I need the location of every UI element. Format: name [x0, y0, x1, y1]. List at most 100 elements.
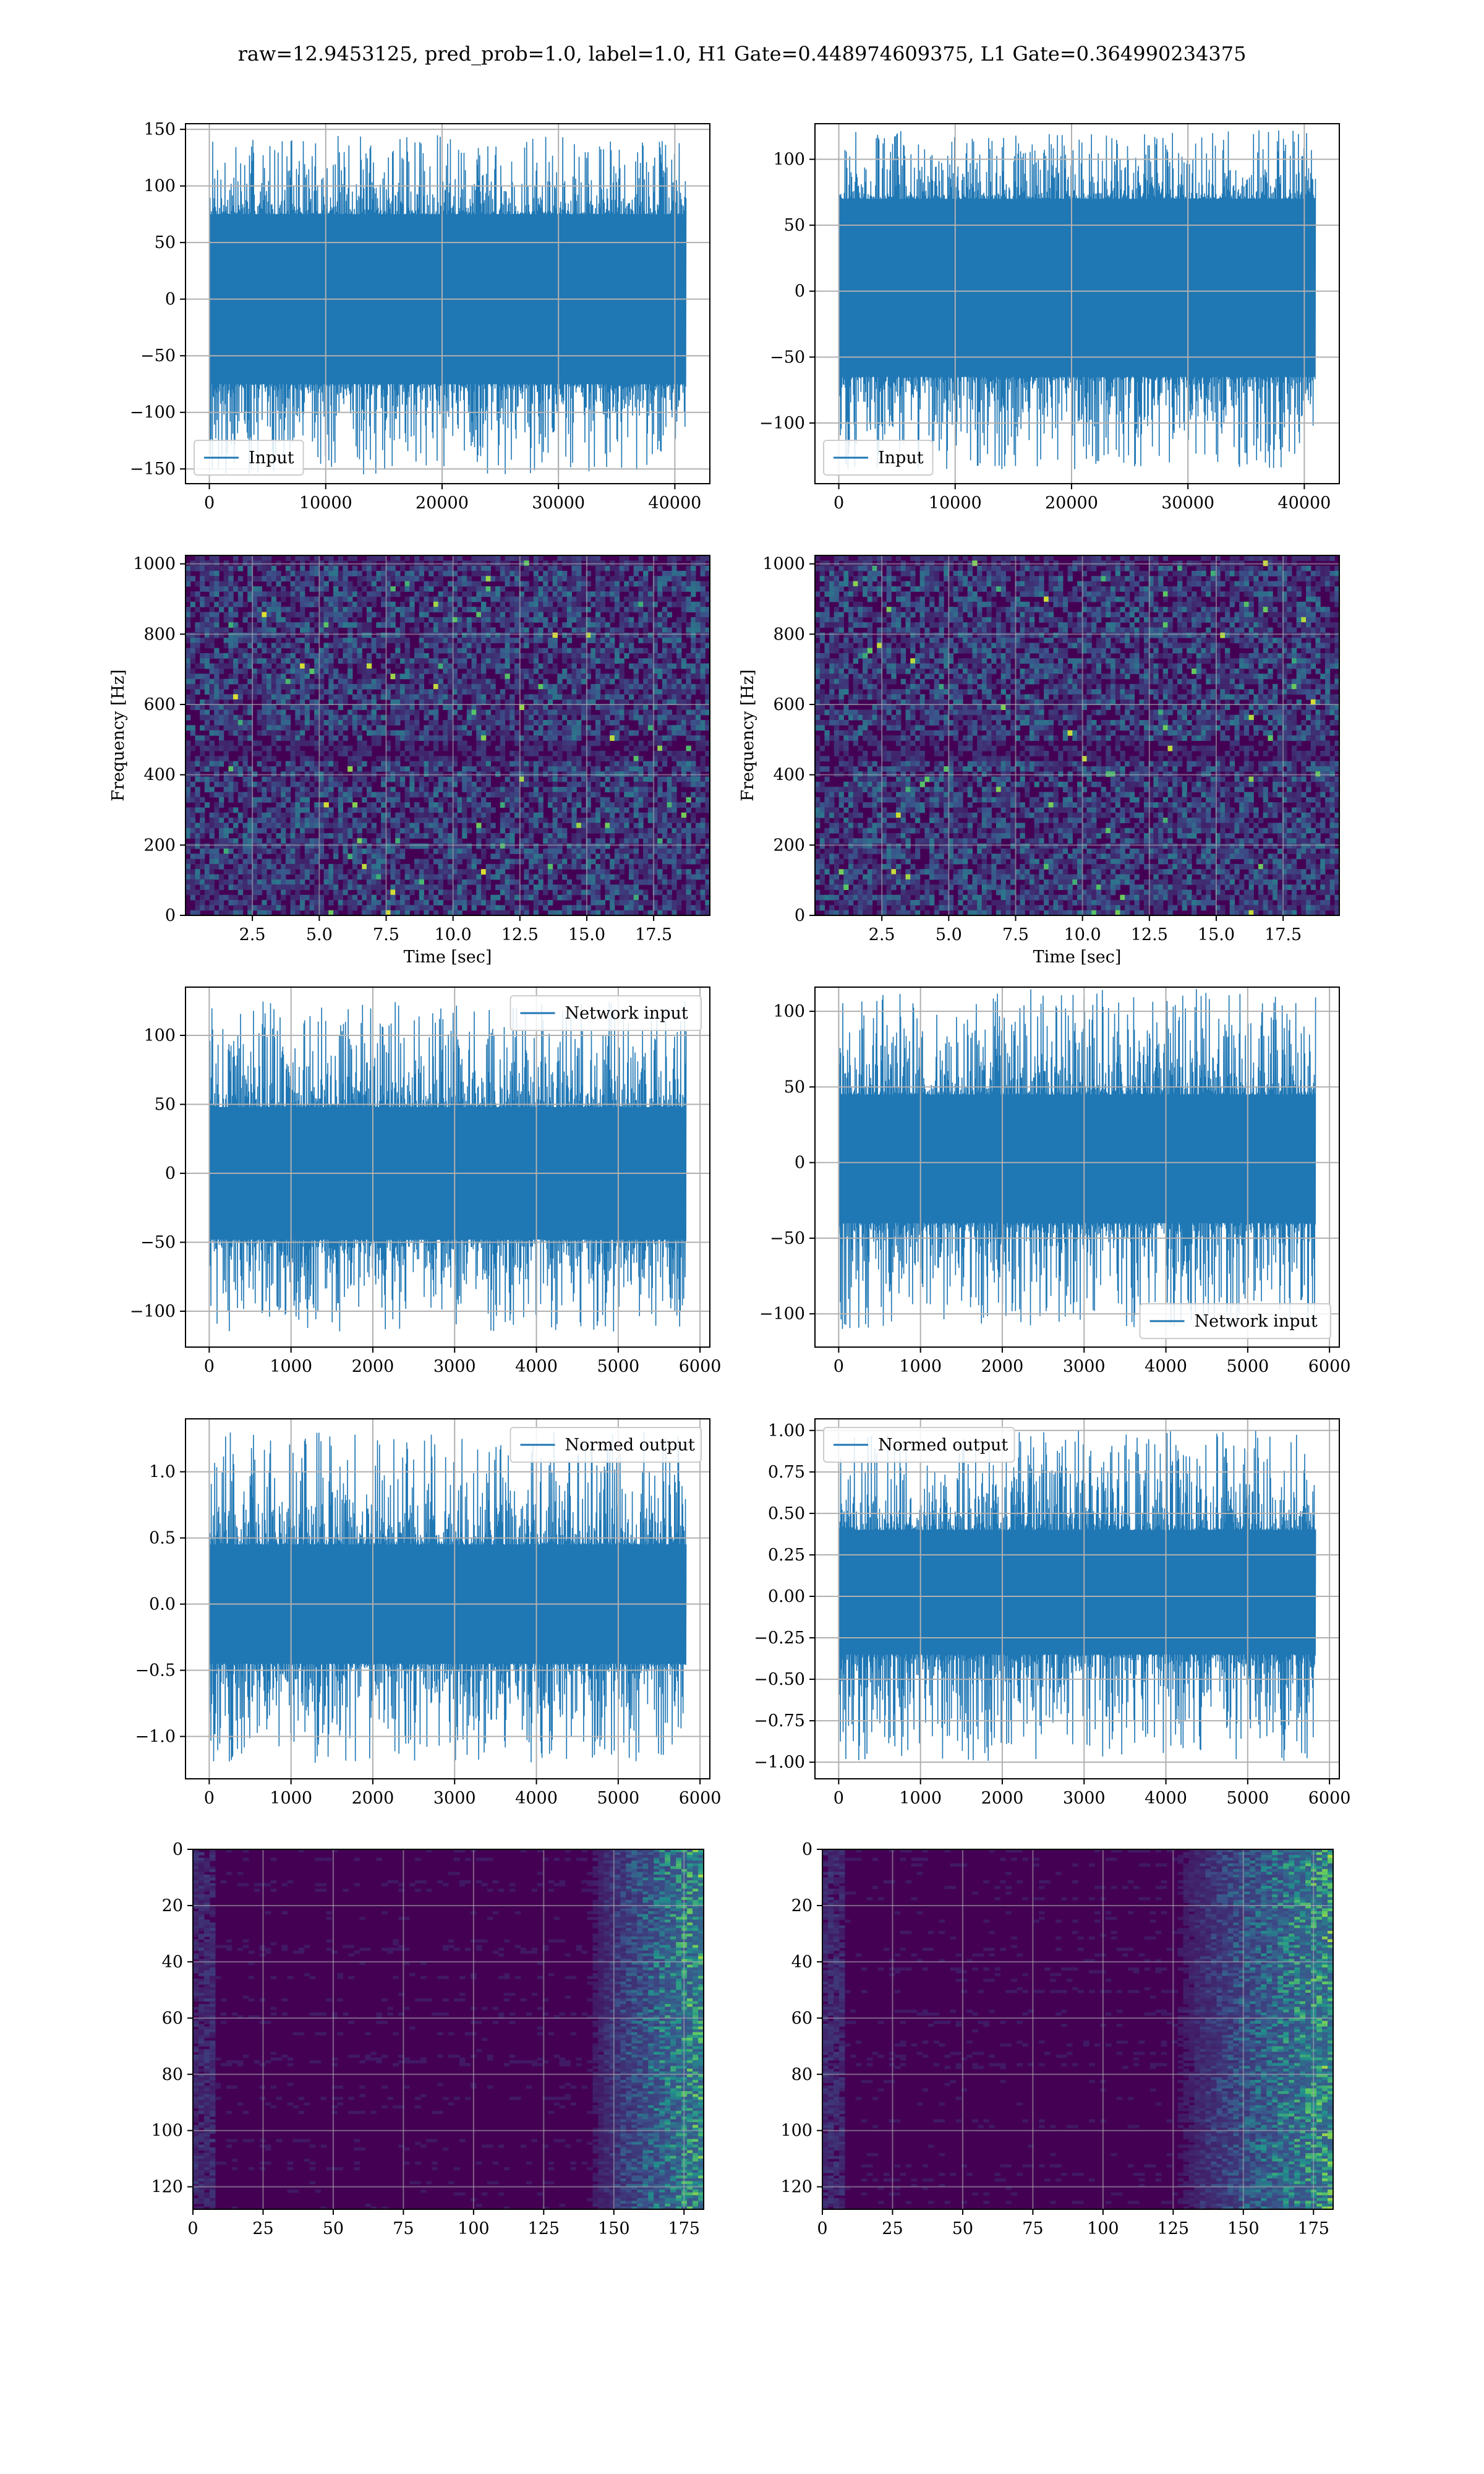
h1-feature-map-plot-area — [193, 1849, 704, 2209]
l1-normed-output-ytick-label: −0.25 — [754, 1629, 805, 1648]
l1-normed-output-plot-area — [838, 1430, 1316, 1761]
l1-spectrogram-xtick-label: 15.0 — [1198, 925, 1235, 944]
l1-feature-map-xtick-label: 75 — [1022, 2219, 1043, 2238]
h1-network-input-frame — [185, 987, 710, 1348]
l1-spectrogram-xtick-label: 7.5 — [1002, 925, 1029, 944]
h1-normed-output-legend-box — [510, 1427, 702, 1463]
h1-feature-map-xtick-label: 150 — [598, 2219, 630, 2238]
h1-feature-map-ytick-label: 20 — [162, 1896, 183, 1915]
h1-input-ytick-label: −50 — [140, 346, 176, 366]
l1-network-input-xtick-label: 5000 — [1226, 1357, 1269, 1376]
l1-spectrogram-ytick-label: 800 — [773, 625, 805, 644]
h1-input-grid — [186, 124, 710, 484]
l1-feature-map-xtick-label: 150 — [1227, 2219, 1260, 2238]
h1-normed-output-ytick-label: −1.0 — [135, 1727, 176, 1747]
l1-network-input-xtick-label: 3000 — [1063, 1357, 1106, 1376]
h1-normed-output-series-line — [208, 1432, 687, 1763]
l1-network-input-ytick-label: −100 — [759, 1304, 805, 1324]
l1-normed-output-ytick-label: 1.00 — [768, 1421, 805, 1440]
h1-network-input-ytick-label: −50 — [140, 1233, 176, 1252]
l1-normed-output-xtick-label: 5000 — [1226, 1789, 1269, 1808]
h1-network-input-legend-label: Network input — [565, 1004, 688, 1023]
h1-input-xtick-label: 20000 — [416, 494, 469, 513]
h1-spectrogram-chart: 2.5 5.0 7.5 10.0 12.5 15.0 17.5 0 200 400 600 800 10… — [109, 555, 710, 967]
h1-feature-map-frame — [192, 1849, 704, 2210]
h1-input-frame — [185, 123, 710, 484]
h1-normed-output-xtick-label: 6000 — [679, 1789, 722, 1808]
l1-network-input-xtick-label: 1000 — [899, 1357, 942, 1376]
h1-spectrogram-xtick-label: 12.5 — [501, 925, 539, 944]
l1-network-input-series-line — [838, 989, 1316, 1329]
h1-normed-output-xtick-label: 5000 — [597, 1789, 639, 1808]
l1-normed-output-xtick-label: 0 — [834, 1789, 844, 1808]
l1-network-input-frame — [814, 987, 1340, 1348]
l1-normed-output-grid — [815, 1419, 1339, 1779]
h1-spectrogram-xtick-label: 10.0 — [435, 925, 472, 944]
l1-feature-map-ytick-label: 120 — [780, 2178, 812, 2197]
h1-feature-map-ytick-label: 0 — [173, 1840, 183, 1859]
h1-normed-output-xtick-label: 1000 — [270, 1789, 312, 1808]
h1-feature-map-xtick-label: 175 — [668, 2219, 700, 2238]
h1-network-input-ytick-label: −100 — [130, 1302, 176, 1321]
l1-spectrogram-ytick-label: 600 — [773, 695, 805, 714]
l1-network-input-xtick-label: 0 — [834, 1357, 844, 1376]
h1-spectrogram-frame — [185, 555, 710, 916]
l1-normed-output-ytick-label: −0.75 — [754, 1711, 805, 1731]
l1-input-xtick-label: 40000 — [1277, 494, 1331, 513]
h1-feature-map-ytick-label: 40 — [162, 1953, 183, 1972]
h1-normed-output-legend-label: Normed output — [565, 1436, 695, 1455]
h1-spectrogram-xtick-label: 7.5 — [373, 925, 399, 944]
l1-normed-output-xtick-label: 4000 — [1145, 1789, 1187, 1808]
h1-spectrogram-xtick-label: 2.5 — [239, 925, 266, 944]
h1-feature-map-grid — [192, 1849, 704, 2209]
h1-input-legend: Input — [194, 440, 304, 476]
l1-spectrogram-plot-area — [815, 555, 1339, 915]
l1-network-input-xtick-label: 4000 — [1145, 1357, 1187, 1376]
h1-feature-map-xtick-label: 100 — [458, 2219, 490, 2238]
l1-input-chart: 0 10000 20000 30000 40000 −100 −50 0 50 100 Input — [759, 123, 1340, 513]
l1-input-legend: Input — [823, 440, 934, 476]
l1-normed-output-legend-box — [823, 1427, 1015, 1463]
l1-feature-map-ytick-label: 80 — [791, 2065, 812, 2084]
h1-feature-map-xtick-label: 50 — [323, 2219, 344, 2238]
l1-network-input-ytick-label: −50 — [770, 1229, 805, 1248]
h1-network-input-xtick-label: 1000 — [270, 1357, 312, 1376]
h1-feature-map-xtick-label: 0 — [187, 2219, 198, 2238]
h1-feature-map-ytick-label: 100 — [151, 2121, 183, 2141]
l1-spectrogram-chart: 2.5 5.0 7.5 10.0 12.5 15.0 17.5 0 200 400 600 800 10… — [738, 555, 1340, 967]
l1-feature-map-xtick-label: 125 — [1158, 2219, 1190, 2238]
h1-input-series-line — [208, 135, 687, 474]
h1-input-chart: 0 10000 20000 30000 40000 −150 −100 −50 0 50 100 15… — [130, 120, 710, 513]
h1-normed-output-xtick-label: 0 — [204, 1789, 215, 1808]
l1-input-legend-box — [823, 440, 934, 476]
h1-spectrogram-ytick-label: 0 — [165, 906, 176, 925]
h1-spectrogram-xlabel: Time [sec] — [404, 948, 492, 967]
l1-feature-map-ytick-label: 60 — [791, 2009, 812, 2028]
h1-network-input-ytick-label: 100 — [143, 1026, 176, 1045]
l1-normed-output-ytick-label: 0.00 — [768, 1587, 805, 1606]
h1-network-input-xtick-label: 3000 — [433, 1357, 476, 1376]
h1-feature-map-ytick-label: 60 — [162, 2009, 183, 2028]
h1-network-input-xtick-label: 5000 — [597, 1357, 639, 1376]
l1-spectrogram-xtick-label: 12.5 — [1131, 925, 1168, 944]
l1-feature-map-chart: 0 25 50 75 100 125 150 175 0 20 40 60 80 100 120 — [780, 1840, 1334, 2238]
l1-network-input-plot-area — [838, 989, 1316, 1329]
l1-network-input-chart: 0 1000 2000 3000 4000 5000 6000 −100 −50 0 50 100 Ne… — [759, 987, 1350, 1376]
l1-normed-output-legend: Normed output — [823, 1427, 1015, 1463]
l1-network-input-ytick-label: 0 — [795, 1154, 805, 1173]
h1-spectrogram-ylabel: Frequency [Hz] — [109, 669, 128, 801]
l1-feature-map-ytick-label: 100 — [780, 2121, 812, 2141]
h1-normed-output-xtick-label: 2000 — [352, 1789, 394, 1808]
h1-feature-map-ytick-label: 120 — [151, 2178, 183, 2197]
figure-title: raw=12.9453125, pred_prob=1.0, label=1.0… — [237, 42, 1247, 66]
l1-spectrogram-ylabel: Frequency [Hz] — [738, 669, 757, 801]
h1-spectrogram-ytick-label: 400 — [143, 766, 176, 785]
h1-feature-map-chart: 0 25 50 75 100 125 150 175 0 20 40 60 80 100 120 — [151, 1840, 704, 2238]
h1-normed-output-xtick-label: 3000 — [433, 1789, 476, 1808]
h1-normed-output-xtick-label: 4000 — [515, 1789, 558, 1808]
h1-feature-map-xtick-label: 75 — [393, 2219, 414, 2238]
l1-feature-map-xtick-label: 50 — [952, 2219, 973, 2238]
h1-network-input-xtick-label: 6000 — [679, 1357, 722, 1376]
l1-network-input-legend-box — [1139, 1303, 1331, 1339]
l1-network-input-legend-label: Network input — [1195, 1312, 1318, 1331]
